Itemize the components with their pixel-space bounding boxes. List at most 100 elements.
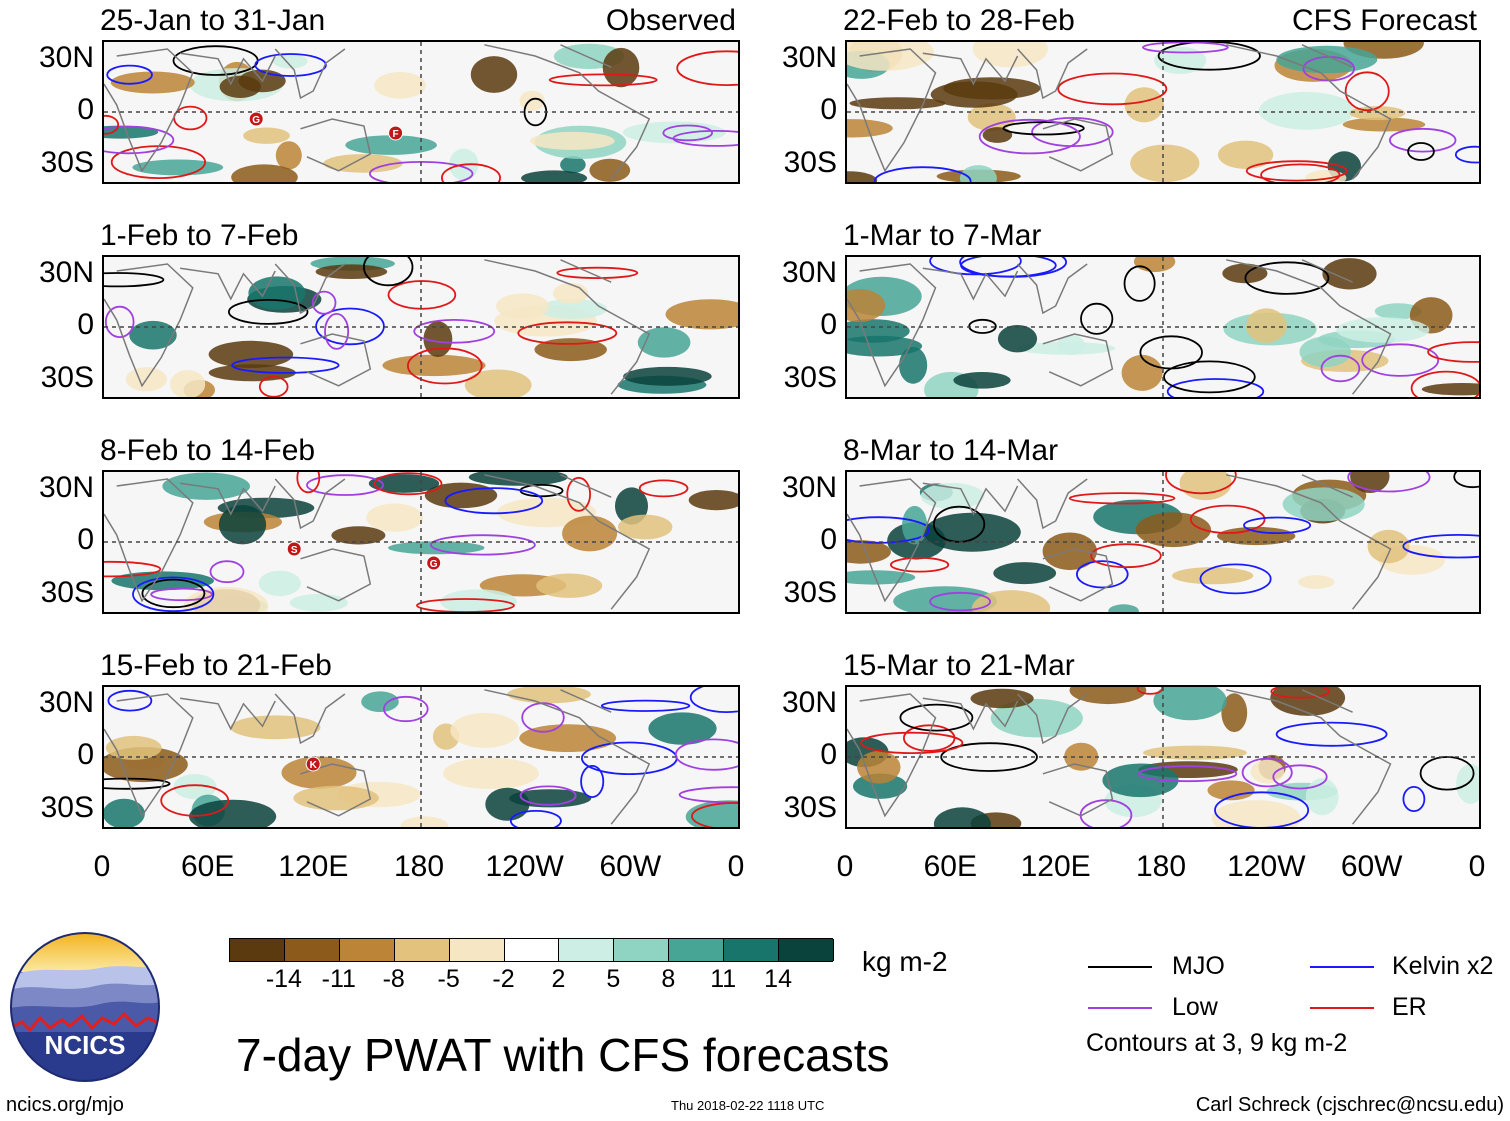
storm-label: S	[291, 545, 298, 556]
panel-date-title: 25-Jan to 31-Jan	[100, 4, 326, 37]
longitude-label: 120E	[1020, 850, 1091, 883]
latitude-label: 0	[77, 93, 94, 126]
map-graphic: K	[104, 687, 738, 827]
map-graphic	[847, 472, 1479, 612]
longitude-label: 120W	[1227, 850, 1306, 883]
legend-label: MJO	[1172, 952, 1225, 980]
panel-source-label: Observed	[605, 4, 736, 37]
legend-label: Kelvin x2	[1392, 952, 1494, 980]
panel-date-title: 8-Feb to 14-Feb	[100, 434, 316, 467]
pwat-map: K	[102, 685, 740, 829]
latitude-label: 30S	[40, 146, 94, 179]
map-graphic	[104, 257, 738, 397]
longitude-label: 180	[393, 850, 445, 883]
panel-date-title: 8-Mar to 14-Mar	[843, 434, 1059, 467]
map-graphic	[847, 687, 1479, 827]
colorbar-swatch	[449, 939, 505, 961]
colorbar-tick-label: 5	[606, 965, 621, 993]
latitude-label: 0	[820, 738, 837, 771]
storm-label: F	[393, 129, 399, 140]
colorbar-tick-label: -11	[321, 965, 356, 993]
latitude-label: 0	[820, 93, 837, 126]
legend-line-swatch	[1310, 1007, 1374, 1009]
latitude-label: 30N	[38, 471, 94, 504]
colorbar-swatch	[779, 939, 834, 961]
legend-label: Low	[1172, 993, 1218, 1021]
colorbar-tick-label: -14	[265, 965, 302, 993]
pwat-map	[845, 40, 1481, 184]
storm-label: K	[310, 760, 318, 771]
storm-marker: S	[286, 541, 302, 557]
colorbar-swatch	[339, 939, 395, 961]
latitude-label: 30N	[38, 41, 94, 74]
longitude-label: 60E	[180, 850, 235, 883]
latitude-label: 30S	[783, 146, 837, 179]
panel-date-title: 22-Feb to 28-Feb	[843, 4, 1075, 37]
latitude-label: 0	[77, 523, 94, 556]
latitude-label: 30S	[783, 791, 837, 824]
longitude-label: 60W	[1340, 850, 1403, 883]
storm-label: G	[430, 559, 438, 570]
figure-title: 7-day PWAT with CFS forecasts	[236, 1029, 890, 1081]
pwat-map	[845, 255, 1481, 399]
pwat-map	[102, 255, 740, 399]
colorbar-tick-label: -5	[437, 965, 460, 993]
colorbar-swatch	[284, 939, 340, 961]
colorbar-swatch	[669, 939, 725, 961]
colorbar-tick-label: 8	[661, 965, 676, 993]
longitude-label: 60W	[599, 850, 662, 883]
colorbar-tick-label: -8	[382, 965, 405, 993]
map-graphic	[847, 257, 1479, 397]
longitude-label: 120E	[278, 850, 349, 883]
latitude-label: 30S	[40, 576, 94, 609]
colorbar-swatch	[559, 939, 615, 961]
latitude-label: 0	[77, 738, 94, 771]
storm-marker: G	[248, 111, 264, 127]
colorbar-tick-label: 14	[764, 965, 792, 993]
longitude-label: 0	[93, 850, 111, 883]
latitude-label: 30N	[781, 41, 837, 74]
panel-date-title: 1-Mar to 7-Mar	[843, 219, 1042, 252]
legend-line-swatch	[1088, 1007, 1152, 1009]
colorbar-tick-label: 11	[710, 965, 737, 993]
ncics-logo-graphic: NCICS	[10, 932, 160, 1082]
legend-note: Contours at 3, 9 kg m-2	[1086, 1029, 1348, 1057]
footer-author: Carl Schreck (cjschrec@ncsu.edu)	[1195, 1094, 1504, 1116]
longitude-label: 0	[836, 850, 854, 883]
longitude-label: 60E	[923, 850, 978, 883]
longitude-label: 180	[1135, 850, 1187, 883]
storm-label: G	[252, 115, 260, 126]
footer-timestamp: Thu 2018-02-22 1118 UTC	[671, 1098, 825, 1113]
latitude-label: 0	[820, 523, 837, 556]
colorbar-tick-label: -2	[492, 965, 515, 993]
footer-url[interactable]: ncics.org/mjo	[6, 1094, 124, 1116]
ncics-logo: NCICS	[10, 932, 160, 1082]
map-graphic: SG	[104, 472, 738, 612]
panel-date-title: 15-Mar to 21-Mar	[843, 649, 1075, 682]
legend-line-swatch	[1310, 966, 1374, 968]
longitude-label: 0	[727, 850, 745, 883]
latitude-label: 30S	[40, 361, 94, 394]
latitude-label: 30N	[38, 686, 94, 719]
latitude-label: 0	[820, 308, 837, 341]
longitude-label: 0	[1468, 850, 1486, 883]
colorbar-swatch	[614, 939, 670, 961]
pwat-map	[845, 685, 1481, 829]
latitude-label: 0	[77, 308, 94, 341]
legend-label: ER	[1392, 993, 1427, 1021]
latitude-label: 30S	[783, 576, 837, 609]
latitude-label: 30S	[783, 361, 837, 394]
colorbar-tick-label: 2	[551, 965, 566, 993]
storm-marker: K	[305, 756, 321, 772]
logo-text: NCICS	[45, 1030, 126, 1060]
storm-marker: G	[426, 555, 442, 571]
legend-line-swatch	[1088, 966, 1152, 968]
storm-marker: F	[388, 125, 404, 141]
latitude-label: 30N	[781, 471, 837, 504]
map-graphic: GF	[104, 42, 738, 182]
panel-date-title: 15-Feb to 21-Feb	[100, 649, 332, 682]
colorbar-swatch	[230, 939, 285, 961]
colorbar-swatch	[504, 939, 560, 961]
